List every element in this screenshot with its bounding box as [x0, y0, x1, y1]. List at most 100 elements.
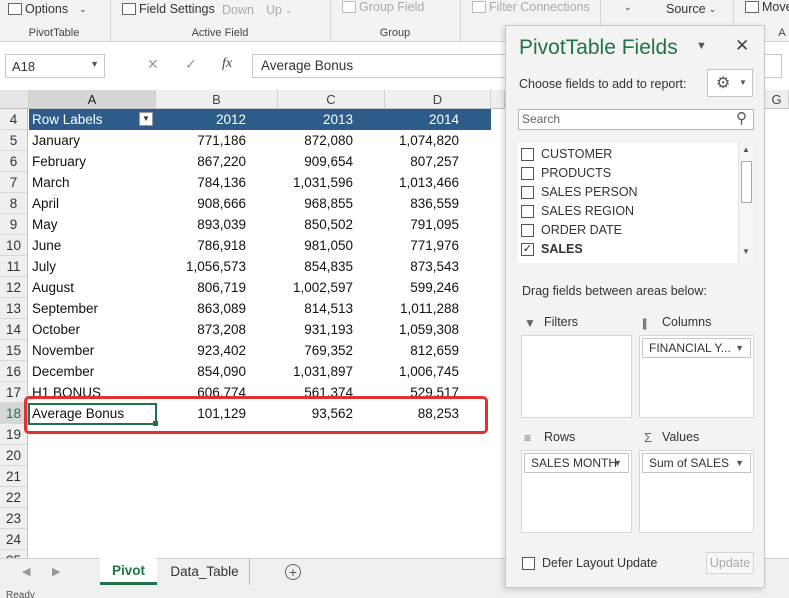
- scroll-right-icon[interactable]: ▶: [52, 566, 61, 578]
- field-list-scrollbar[interactable]: ▲ ▼: [738, 143, 754, 263]
- values-chip[interactable]: Sum of SALES ▼: [642, 453, 751, 473]
- pane-options-dropdown-icon[interactable]: ▼: [696, 40, 707, 52]
- checkbox-icon[interactable]: [521, 166, 534, 180]
- drill-up-button[interactable]: Up ⌄: [266, 3, 293, 17]
- row-label-cell[interactable]: June: [32, 238, 62, 253]
- value-cell-2014[interactable]: [385, 466, 491, 487]
- move-pivottable-button[interactable]: Move: [745, 0, 789, 14]
- row-labels-header[interactable]: Row Labels ▼: [29, 109, 156, 130]
- row-header[interactable]: 17: [0, 382, 28, 403]
- row-header[interactable]: 14: [0, 319, 28, 340]
- scrollbar-thumb[interactable]: [741, 161, 752, 203]
- scroll-down-icon[interactable]: ▼: [742, 247, 750, 256]
- value-cell-2014[interactable]: [385, 550, 491, 558]
- row-header[interactable]: 25: [0, 550, 28, 558]
- value-cell-2012[interactable]: [156, 508, 278, 529]
- row-label-cell[interactable]: May: [32, 217, 58, 232]
- row-header[interactable]: 7: [0, 172, 28, 193]
- value-cell-2013[interactable]: 872,080: [304, 133, 353, 148]
- row-header[interactable]: 10: [0, 235, 28, 256]
- value-cell-2013[interactable]: 968,855: [304, 196, 353, 211]
- value-cell-2013[interactable]: [278, 445, 385, 466]
- row-label-cell[interactable]: January: [32, 133, 81, 148]
- row-header[interactable]: 13: [0, 298, 28, 319]
- insert-function-icon[interactable]: fx: [222, 56, 233, 71]
- row-label-cell[interactable]: [29, 529, 156, 550]
- drill-down-button[interactable]: Down: [222, 3, 254, 17]
- value-cell-2012[interactable]: 863,089: [197, 301, 246, 316]
- value-cell-2012[interactable]: [156, 445, 278, 466]
- row-label-cell[interactable]: [29, 550, 156, 558]
- row-header[interactable]: 18: [0, 403, 28, 424]
- col-header-c[interactable]: C: [278, 90, 385, 109]
- filters-drop-area[interactable]: [521, 335, 632, 418]
- tools-button[interactable]: ⚙ ▼: [707, 69, 753, 97]
- change-source-button[interactable]: Source ⌄: [666, 2, 717, 16]
- value-cell-2014[interactable]: [385, 508, 491, 529]
- value-cell-2013[interactable]: [278, 508, 385, 529]
- field-settings-button[interactable]: Field Settings: [122, 2, 215, 16]
- filter-connections-button[interactable]: Filter Connections: [472, 0, 590, 14]
- value-cell-2014[interactable]: [385, 529, 491, 550]
- close-icon[interactable]: ✕: [735, 36, 750, 55]
- field-item[interactable]: ✓ SALES: [521, 242, 583, 256]
- row-label-cell[interactable]: December: [32, 364, 95, 379]
- value-cell-2014[interactable]: 88,253: [417, 406, 459, 421]
- value-cell-2013[interactable]: 909,654: [304, 154, 353, 169]
- value-cell-2013[interactable]: 931,193: [304, 322, 353, 337]
- checkbox-icon[interactable]: [521, 204, 534, 218]
- value-cell-2013[interactable]: [278, 529, 385, 550]
- tab-pivot[interactable]: Pivot: [100, 558, 157, 585]
- year-header-2012[interactable]: 2012: [156, 109, 278, 130]
- row-label-cell[interactable]: Average Bonus: [32, 406, 125, 421]
- value-cell-2012[interactable]: 786,918: [197, 238, 246, 253]
- row-label-cell[interactable]: August: [32, 280, 75, 295]
- value-cell-2013[interactable]: 769,352: [304, 343, 353, 358]
- value-cell-2013[interactable]: [278, 550, 385, 558]
- checkbox-icon[interactable]: [521, 185, 534, 199]
- value-cell-2013[interactable]: 981,050: [304, 238, 353, 253]
- row-header[interactable]: 24: [0, 529, 28, 550]
- value-cell-2014[interactable]: 1,074,820: [398, 133, 459, 148]
- value-cell-2012[interactable]: 806,719: [197, 280, 246, 295]
- year-header-2014[interactable]: 2014: [385, 109, 491, 130]
- value-cell-2012[interactable]: 771,186: [197, 133, 246, 148]
- value-cell-2012[interactable]: 784,136: [197, 175, 246, 190]
- row-label-cell[interactable]: April: [32, 196, 60, 211]
- value-cell-2014[interactable]: 791,095: [410, 217, 459, 232]
- row-label-cell[interactable]: [29, 508, 156, 529]
- row-header[interactable]: 23: [0, 508, 28, 529]
- checkbox-icon[interactable]: [521, 223, 534, 237]
- row-header[interactable]: 11: [0, 256, 28, 277]
- col-header-a[interactable]: A: [29, 90, 156, 109]
- row-header[interactable]: 22: [0, 487, 28, 508]
- col-header-d[interactable]: D: [385, 90, 491, 109]
- value-cell-2012[interactable]: [156, 529, 278, 550]
- value-cell-2014[interactable]: 599,246: [410, 280, 459, 295]
- value-cell-2013[interactable]: [278, 466, 385, 487]
- row-label-cell[interactable]: February: [32, 154, 87, 169]
- row-header[interactable]: 5: [0, 130, 28, 151]
- row-label-cell[interactable]: March: [32, 175, 70, 190]
- defer-layout-checkbox[interactable]: Defer Layout Update: [522, 556, 657, 570]
- columns-drop-area[interactable]: FINANCIAL Y... ▼: [639, 335, 754, 418]
- row-header[interactable]: 6: [0, 151, 28, 172]
- value-cell-2012[interactable]: 101,129: [197, 406, 246, 421]
- value-cell-2013[interactable]: 1,002,597: [292, 280, 353, 295]
- chevron-down-icon[interactable]: ⌄: [624, 2, 632, 12]
- row-label-cell[interactable]: November: [32, 343, 95, 358]
- rows-drop-area[interactable]: SALES MONTH ▼: [521, 450, 632, 533]
- value-cell-2013[interactable]: 93,562: [311, 406, 353, 421]
- row-label-cell[interactable]: September: [32, 301, 99, 316]
- rows-chip[interactable]: SALES MONTH ▼: [524, 453, 629, 473]
- search-input[interactable]: Search ⚲: [518, 109, 754, 130]
- value-cell-2014[interactable]: 873,543: [410, 259, 459, 274]
- row-label-cell[interactable]: [29, 466, 156, 487]
- field-item[interactable]: SALES REGION: [521, 204, 634, 218]
- scroll-left-icon[interactable]: ◀: [22, 566, 31, 578]
- columns-chip[interactable]: FINANCIAL Y... ▼: [642, 338, 751, 358]
- row-label-cell[interactable]: July: [32, 259, 57, 274]
- options-button[interactable]: Options ⌄: [8, 2, 87, 16]
- tab-data-table[interactable]: Data_Table: [160, 559, 250, 585]
- group-field-button[interactable]: Group Field: [342, 0, 424, 14]
